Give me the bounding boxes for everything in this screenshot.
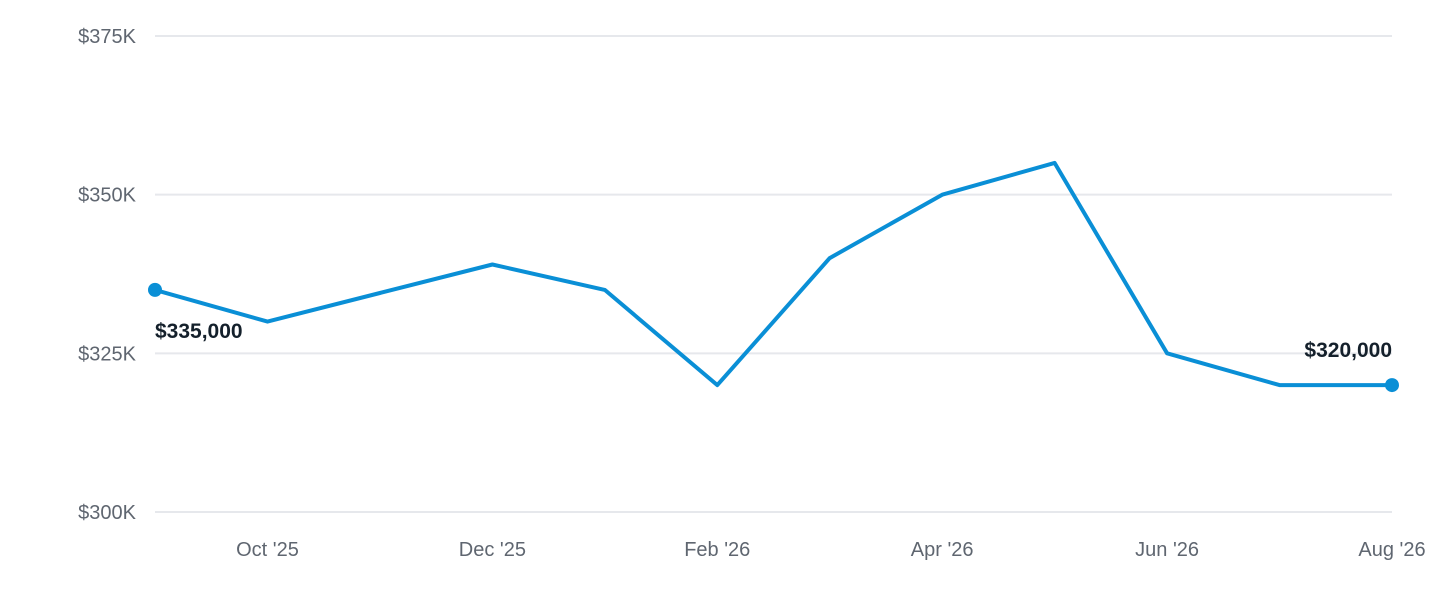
data-labels: $335,000 $320,000 xyxy=(155,320,1392,362)
y-tick-label: $375K xyxy=(78,26,136,48)
x-tick-label: Feb '26 xyxy=(684,539,750,561)
data-point-marker xyxy=(1385,378,1399,393)
x-tick-label: Dec '25 xyxy=(459,539,526,561)
data-point-marker xyxy=(148,282,162,297)
gridlines xyxy=(155,35,1392,513)
series-layer xyxy=(148,160,1399,393)
series-line xyxy=(153,160,1394,388)
x-tick-label: Apr '26 xyxy=(911,539,974,561)
y-tick-label: $300K xyxy=(78,502,136,524)
x-axis-ticks: Oct '25 Dec '25 Feb '26 Apr '26 Jun '26 Aug '… xyxy=(236,539,1426,561)
x-tick-label: Oct '25 xyxy=(236,539,299,561)
y-axis-ticks: $300K $325K $350K $375K xyxy=(78,26,136,524)
y-tick-label: $325K xyxy=(78,343,136,365)
data-label: $335,000 xyxy=(155,320,243,343)
x-tick-label: Aug '26 xyxy=(1358,539,1425,561)
y-tick-label: $350K xyxy=(78,185,136,207)
data-label: $320,000 xyxy=(1304,339,1392,362)
x-tick-label: Jun '26 xyxy=(1135,539,1199,561)
